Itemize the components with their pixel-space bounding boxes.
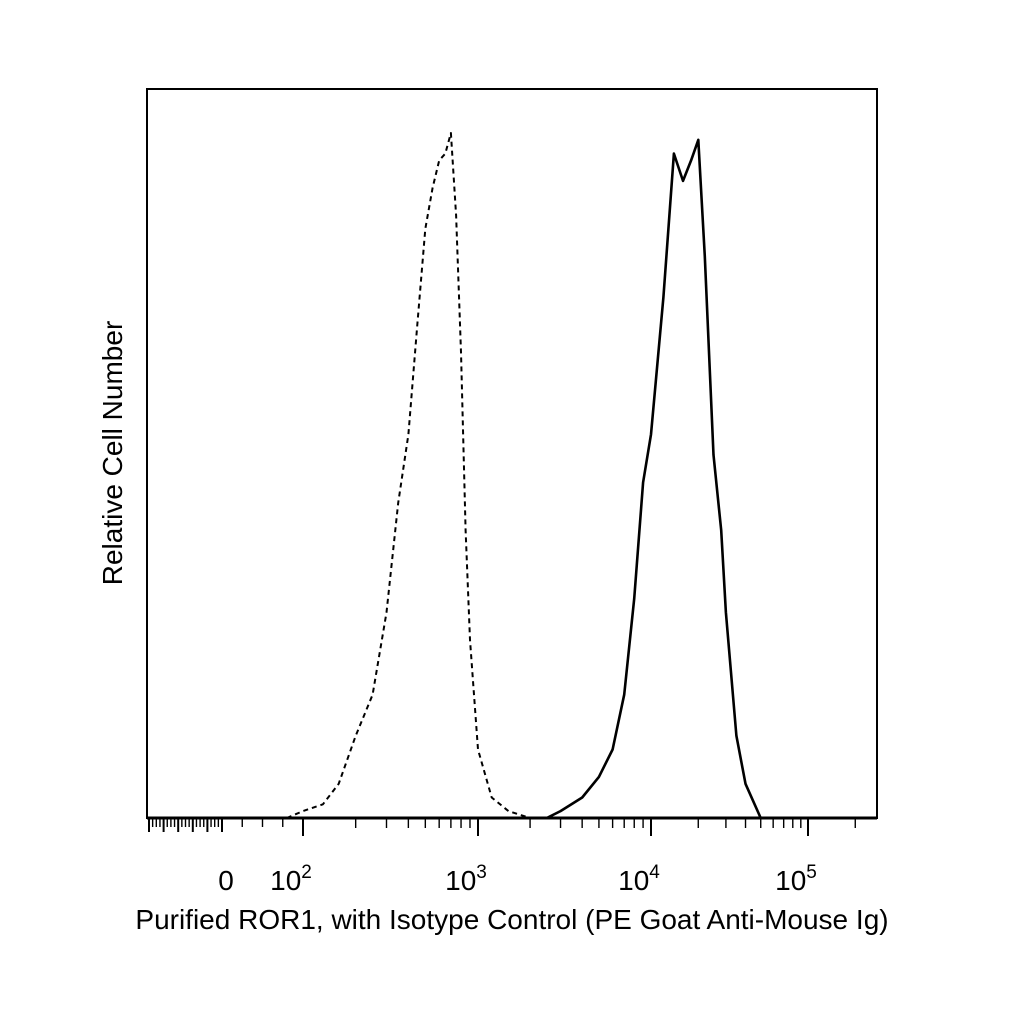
- x-tick-label: 102: [270, 862, 312, 896]
- x-tick-label: 104: [618, 862, 660, 896]
- isotype-control-curve: [286, 132, 561, 819]
- x-tick-label: 105: [775, 862, 817, 896]
- x-axis-tick-labels: 0 102 103 104 105: [218, 862, 817, 896]
- plot-frame: [146, 88, 878, 819]
- y-axis-label: Relative Cell Number: [97, 321, 128, 586]
- x-axis-label: Purified ROR1, with Isotype Control (PE …: [135, 904, 888, 935]
- x-axis-ticks: [148, 818, 856, 836]
- ror1-stained-curve: [546, 138, 793, 820]
- x-tick-label: 0: [218, 865, 234, 896]
- x-tick-label: 103: [445, 862, 487, 896]
- series-layer: [147, 132, 877, 820]
